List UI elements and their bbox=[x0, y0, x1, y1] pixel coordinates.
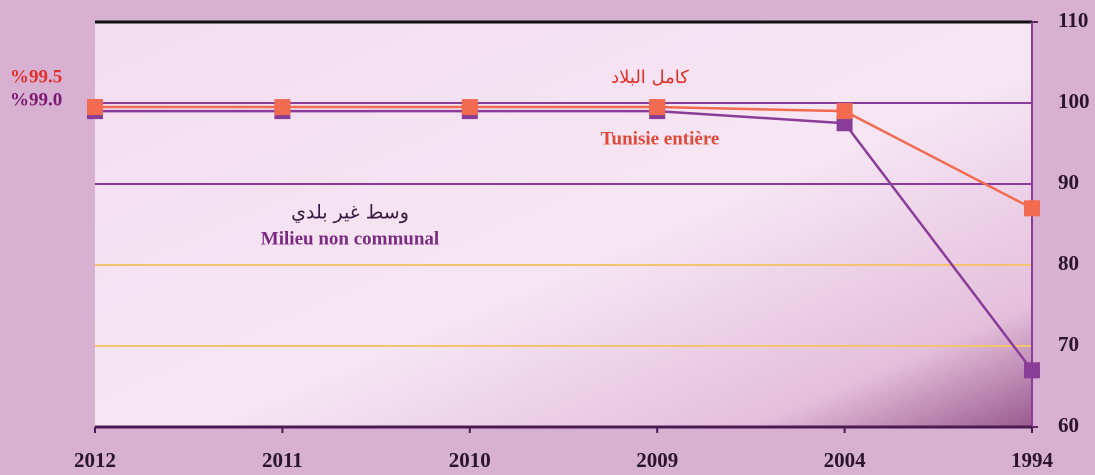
series-line bbox=[95, 109, 1033, 372]
x-tick-label: 1994 bbox=[1011, 448, 1054, 472]
x-tick-label: 2004 bbox=[824, 448, 867, 472]
marker bbox=[87, 99, 103, 116]
marker bbox=[1024, 362, 1040, 379]
y-tick-label: 100 bbox=[1058, 89, 1090, 113]
marker bbox=[1024, 200, 1040, 217]
value-label: %99.5 bbox=[10, 66, 62, 87]
x-tick-label: 2010 bbox=[449, 448, 491, 472]
x-tick-label: 2012 bbox=[74, 448, 116, 472]
x-tick-label: 2009 bbox=[636, 448, 678, 472]
series-label-ar: كامل البلاد bbox=[611, 67, 689, 88]
marker bbox=[274, 99, 291, 116]
marker bbox=[461, 99, 478, 116]
y-tick-label: 90 bbox=[1058, 170, 1079, 194]
value-label: %99.0 bbox=[10, 89, 62, 110]
marker bbox=[649, 99, 666, 116]
series-line bbox=[95, 105, 1033, 210]
marker bbox=[836, 115, 853, 132]
series-label: Tunisie entière bbox=[601, 128, 720, 149]
y-tick-label: 80 bbox=[1058, 251, 1079, 275]
marker bbox=[836, 103, 853, 120]
y-tick-label: 110 bbox=[1058, 8, 1088, 32]
plot-area bbox=[95, 22, 1032, 427]
series-label-ar: وسط غير بلدي bbox=[291, 202, 409, 224]
y-tick-label: 70 bbox=[1058, 332, 1079, 356]
y-tick-label: 60 bbox=[1058, 413, 1079, 437]
series-label: Milieu non communal bbox=[261, 228, 439, 249]
x-tick-label: 2011 bbox=[262, 448, 303, 472]
